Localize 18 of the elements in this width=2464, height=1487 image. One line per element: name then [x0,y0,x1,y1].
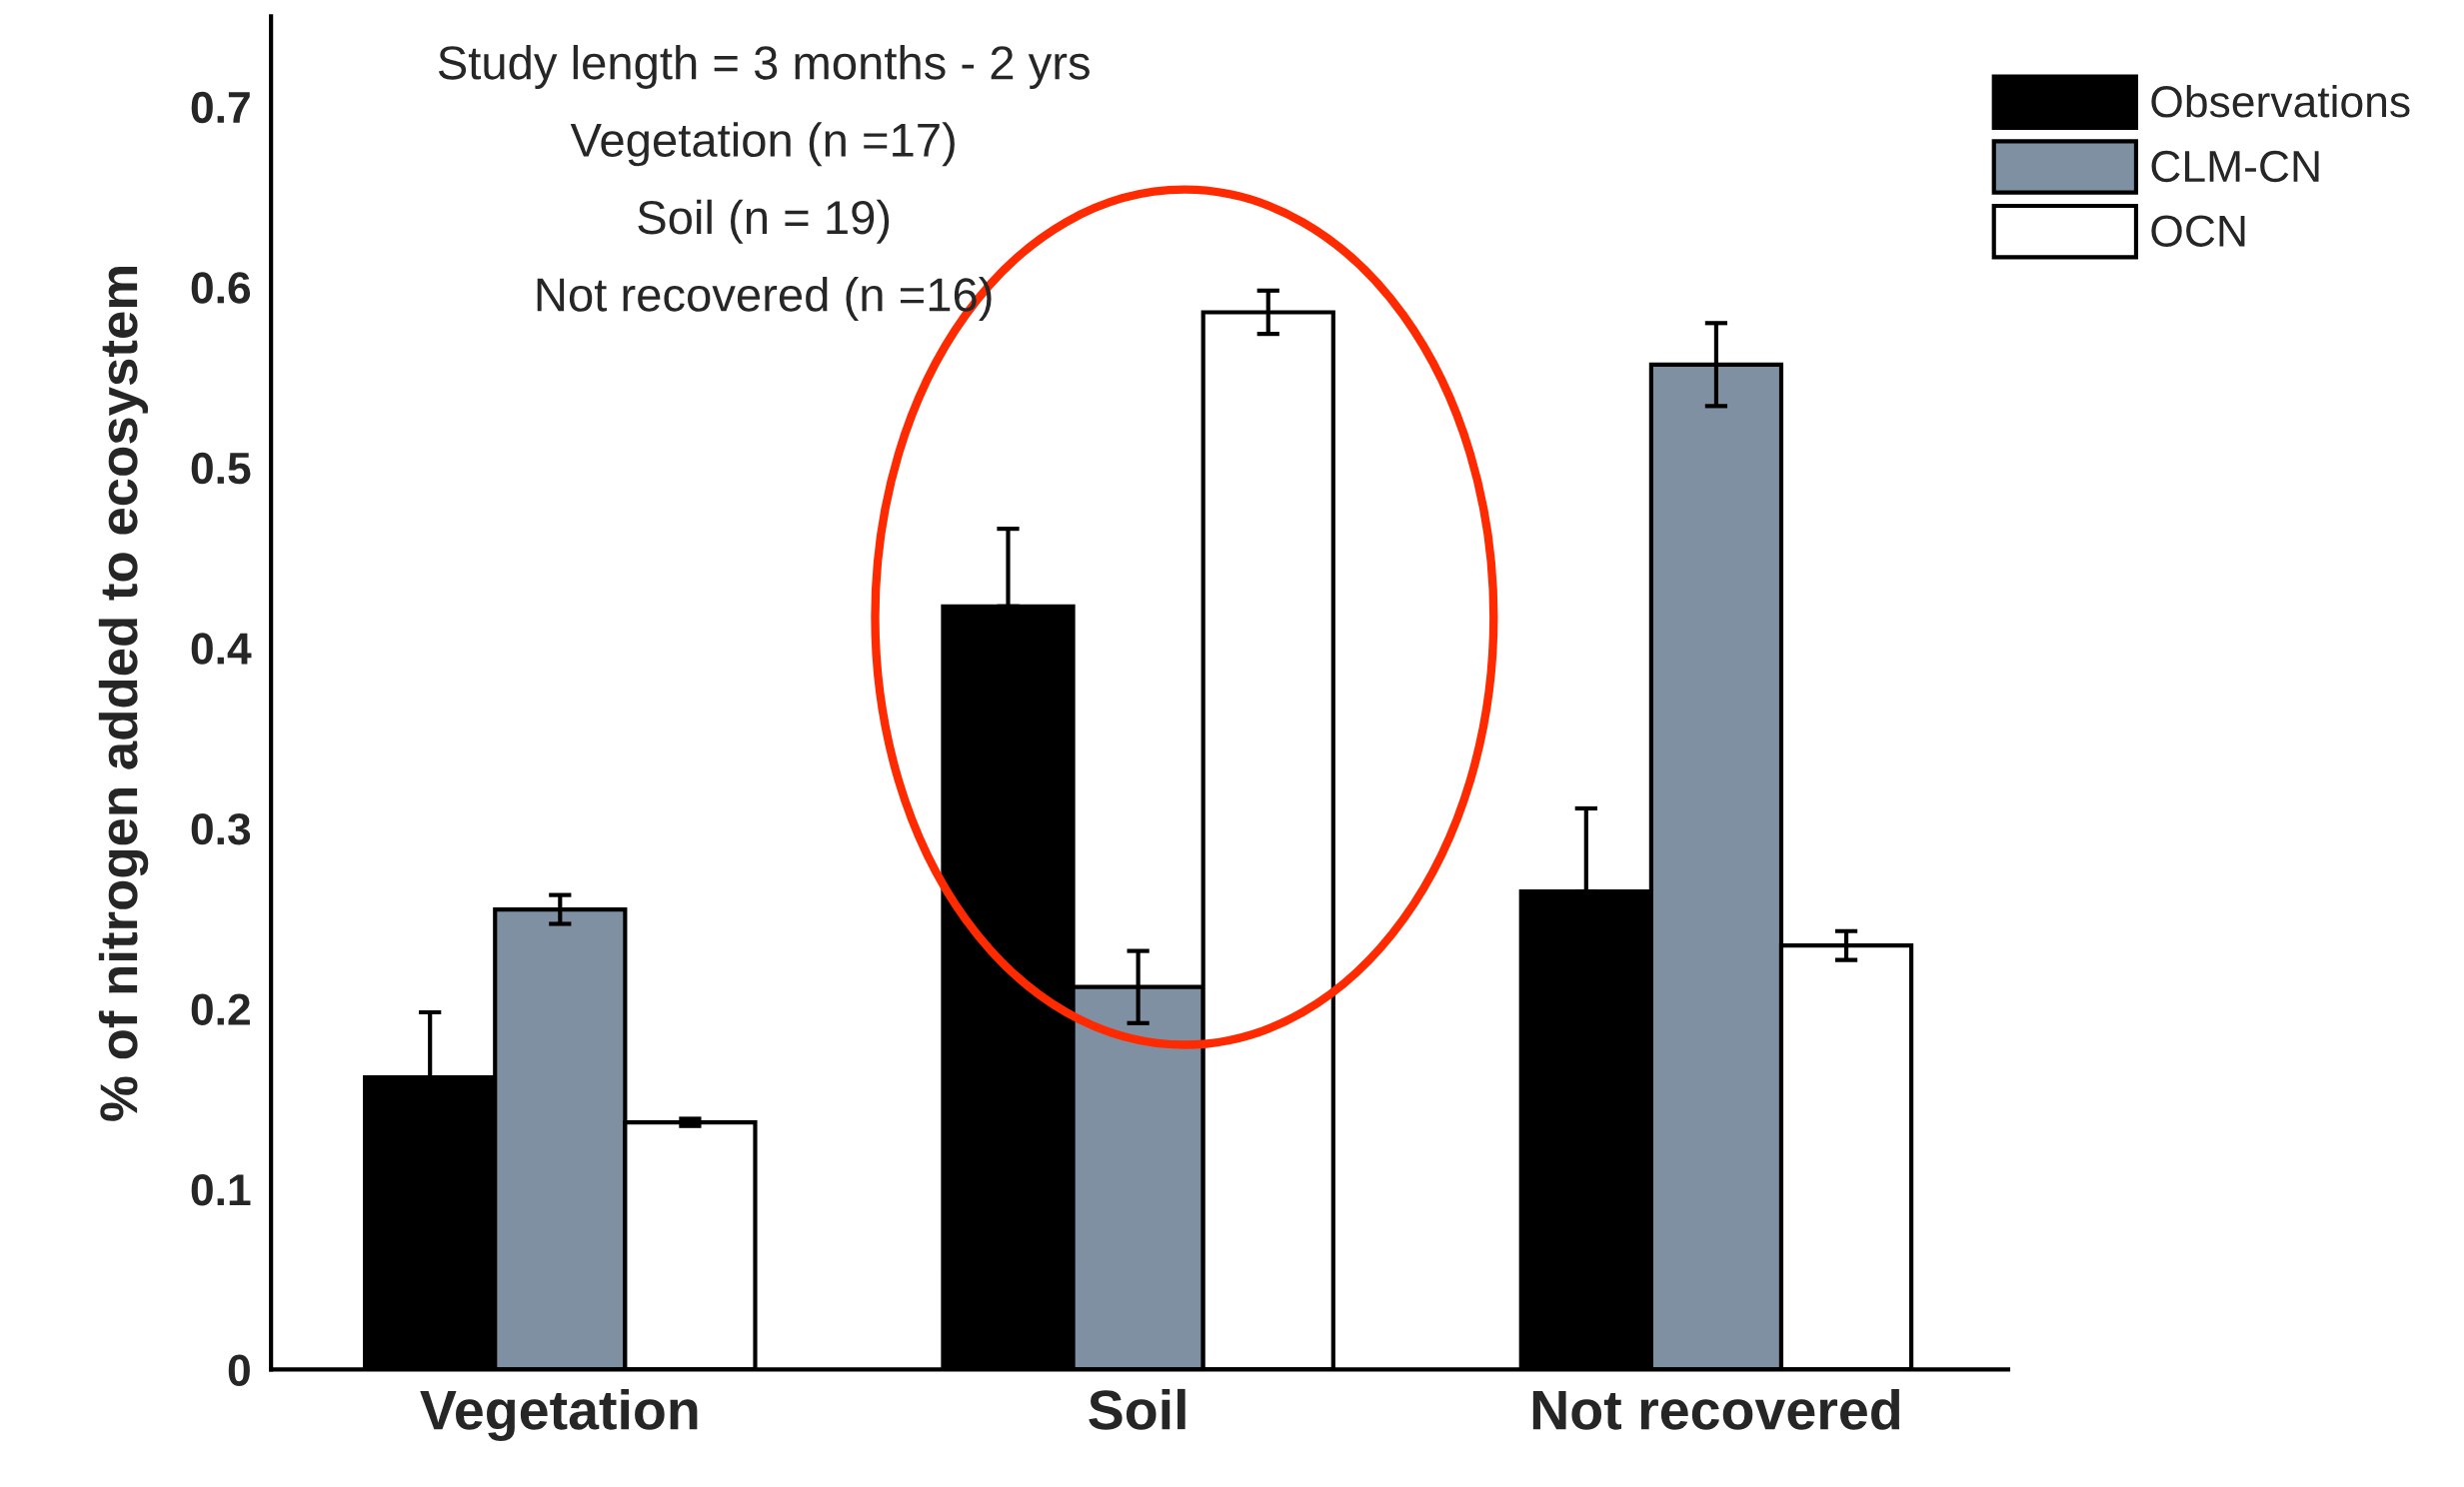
annotation: Study length = 3 months - 2 yrs [438,44,1090,89]
x-tick-label: Soil [1089,1388,1186,1430]
y-tick-label: 0.4 [191,633,252,665]
y-tick-label: 0.7 [191,91,250,124]
y-tick-label: 0.2 [191,993,250,1025]
y-tick-label: 0.5 [191,452,251,485]
y-tick-label: 0.1 [191,1173,251,1206]
x-tick-label: Vegetation [420,1388,698,1441]
legend-label: OCN [2151,215,2245,247]
y-tick-label: 0 [228,1354,250,1386]
y-axis-title: % of nitrogen added to ecosystem [98,267,149,1121]
legend-label: CLM-CN [2151,150,2319,183]
x-tick-label: Not recovered [1532,1388,1900,1430]
y-tick-label: 0.3 [191,812,251,845]
annotation: Vegetation (n =17) [570,122,955,167]
y-tick-label: 0.6 [191,272,251,304]
annotation: Soil (n = 19) [638,199,890,244]
legend-label: Observations [2151,84,2410,118]
